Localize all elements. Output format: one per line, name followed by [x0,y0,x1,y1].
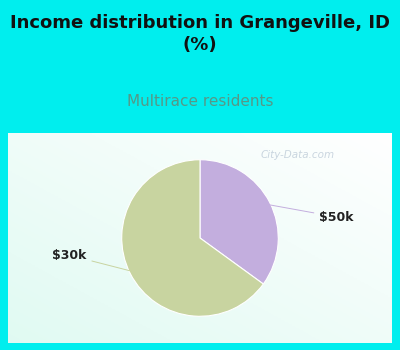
Text: Multirace residents: Multirace residents [127,94,273,110]
Text: City-Data.com: City-Data.com [261,150,335,160]
Wedge shape [122,160,263,316]
Text: $50k: $50k [269,205,354,224]
Text: Income distribution in Grangeville, ID
(%): Income distribution in Grangeville, ID (… [10,14,390,54]
Wedge shape [200,160,278,284]
Text: $30k: $30k [52,249,131,271]
